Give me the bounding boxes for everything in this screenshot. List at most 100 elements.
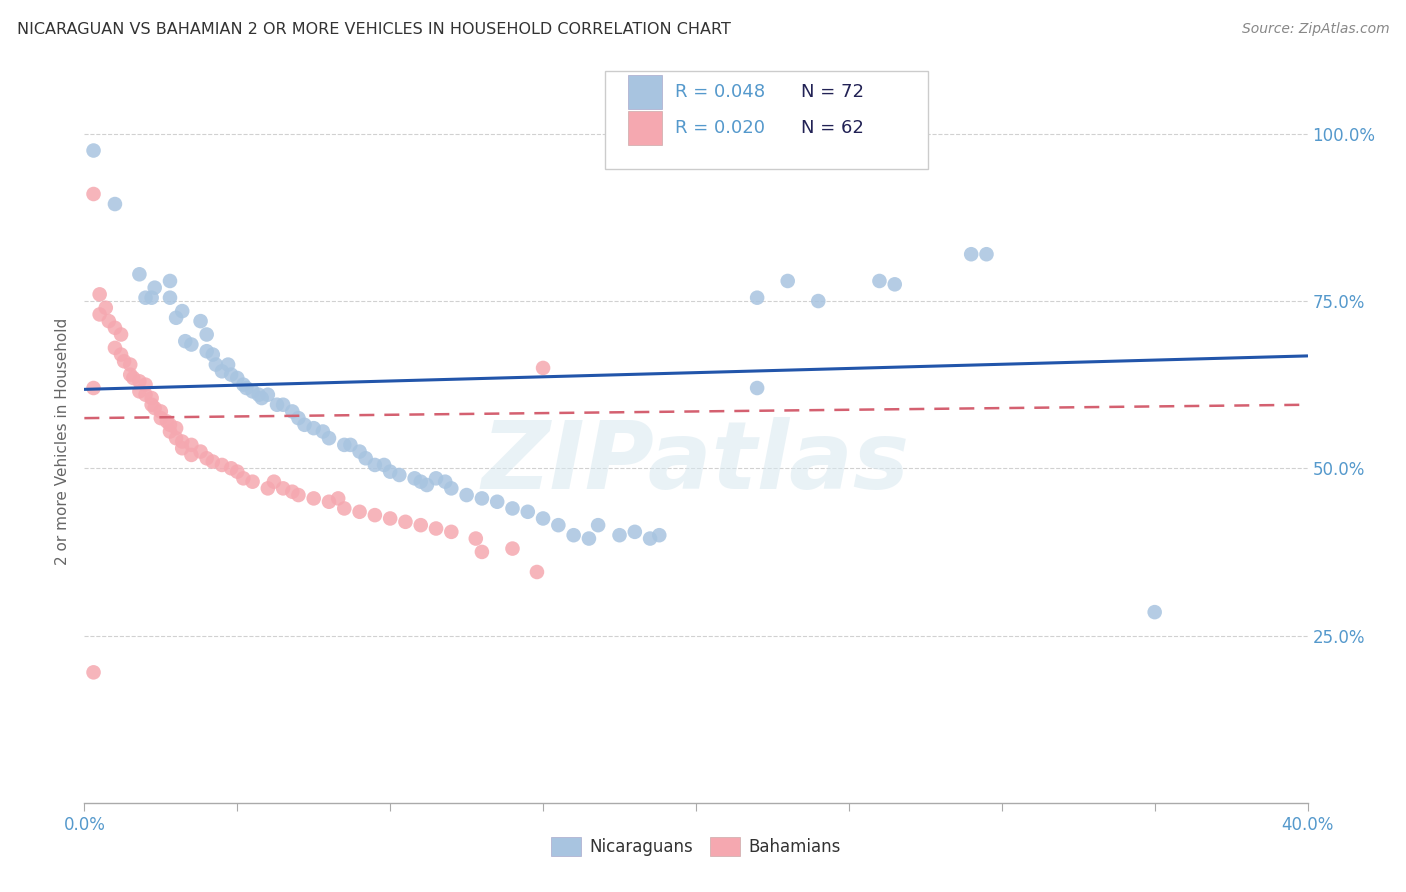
Legend: Nicaraguans, Bahamians: Nicaraguans, Bahamians bbox=[544, 830, 848, 863]
Text: R = 0.020: R = 0.020 bbox=[675, 119, 765, 136]
Point bbox=[526, 565, 548, 579]
Point bbox=[242, 475, 264, 489]
Point bbox=[425, 471, 447, 485]
Point bbox=[120, 368, 142, 382]
Point bbox=[149, 404, 172, 418]
Point bbox=[869, 274, 891, 288]
Point bbox=[83, 381, 105, 395]
Point bbox=[135, 377, 157, 392]
Point bbox=[257, 482, 280, 496]
Text: NICARAGUAN VS BAHAMIAN 2 OR MORE VEHICLES IN HOUSEHOLD CORRELATION CHART: NICARAGUAN VS BAHAMIAN 2 OR MORE VEHICLE… bbox=[17, 22, 731, 37]
Point bbox=[349, 505, 371, 519]
Point bbox=[89, 287, 111, 301]
Point bbox=[83, 665, 105, 680]
Point bbox=[242, 384, 264, 399]
Point bbox=[128, 268, 150, 282]
Point bbox=[128, 375, 150, 389]
Point bbox=[302, 421, 325, 435]
Point bbox=[531, 361, 554, 376]
Point bbox=[271, 398, 294, 412]
Point bbox=[89, 307, 111, 322]
Point bbox=[364, 508, 387, 523]
Point bbox=[976, 247, 998, 261]
Point bbox=[104, 341, 127, 355]
Point bbox=[333, 438, 356, 452]
Point bbox=[165, 421, 187, 435]
Point bbox=[211, 458, 233, 472]
Point bbox=[531, 511, 554, 525]
Point bbox=[440, 482, 463, 496]
Point bbox=[201, 348, 224, 362]
Point bbox=[349, 444, 371, 458]
Text: N = 72: N = 72 bbox=[801, 83, 865, 101]
Point bbox=[104, 321, 127, 335]
Point bbox=[354, 451, 377, 466]
Point bbox=[287, 488, 309, 502]
Point bbox=[380, 511, 402, 525]
Point bbox=[172, 442, 194, 455]
Y-axis label: 2 or more Vehicles in Household: 2 or more Vehicles in Household bbox=[55, 318, 70, 566]
Point bbox=[143, 281, 166, 295]
Point bbox=[380, 465, 402, 479]
Point bbox=[180, 337, 202, 351]
Point bbox=[502, 541, 524, 556]
Point bbox=[394, 515, 416, 529]
Point bbox=[807, 294, 830, 309]
Point bbox=[404, 471, 426, 485]
Point bbox=[281, 484, 304, 499]
Point bbox=[263, 475, 285, 489]
Point bbox=[232, 377, 254, 392]
Point bbox=[250, 391, 273, 405]
Point bbox=[339, 438, 361, 452]
Text: Source: ZipAtlas.com: Source: ZipAtlas.com bbox=[1241, 22, 1389, 37]
Point bbox=[747, 291, 769, 305]
Text: ZIPatlas: ZIPatlas bbox=[482, 417, 910, 509]
Point bbox=[409, 518, 432, 533]
Point bbox=[312, 425, 335, 439]
Point bbox=[94, 301, 117, 315]
Point bbox=[318, 431, 340, 445]
Point bbox=[638, 532, 661, 546]
Point bbox=[201, 455, 224, 469]
Point bbox=[287, 411, 309, 425]
Point bbox=[318, 494, 340, 508]
Point bbox=[247, 387, 270, 401]
Point bbox=[135, 291, 157, 305]
Point bbox=[440, 524, 463, 539]
Point bbox=[165, 310, 187, 325]
Point bbox=[141, 398, 163, 412]
Point bbox=[112, 354, 135, 368]
Point bbox=[578, 532, 600, 546]
Text: N = 62: N = 62 bbox=[801, 119, 865, 136]
Point bbox=[180, 448, 202, 462]
Point bbox=[464, 532, 486, 546]
Point bbox=[172, 434, 194, 449]
Point bbox=[609, 528, 631, 542]
Point bbox=[195, 327, 218, 342]
Point bbox=[516, 505, 538, 519]
Point bbox=[141, 391, 163, 405]
Point bbox=[110, 348, 132, 362]
Point bbox=[416, 478, 439, 492]
Point bbox=[232, 471, 254, 485]
Point bbox=[271, 482, 294, 496]
Point bbox=[143, 401, 166, 416]
Point bbox=[235, 381, 257, 395]
Point bbox=[195, 451, 218, 466]
Point bbox=[165, 431, 187, 445]
Point bbox=[471, 545, 494, 559]
Point bbox=[128, 384, 150, 399]
Point bbox=[425, 521, 447, 535]
Point bbox=[217, 358, 239, 372]
Point bbox=[97, 314, 120, 328]
Point bbox=[747, 381, 769, 395]
Point bbox=[83, 187, 105, 202]
Point bbox=[226, 465, 249, 479]
Point bbox=[110, 327, 132, 342]
Point bbox=[195, 344, 218, 359]
Point bbox=[141, 291, 163, 305]
Point bbox=[776, 274, 799, 288]
Point bbox=[219, 461, 242, 475]
Point bbox=[409, 475, 432, 489]
Point bbox=[281, 404, 304, 418]
